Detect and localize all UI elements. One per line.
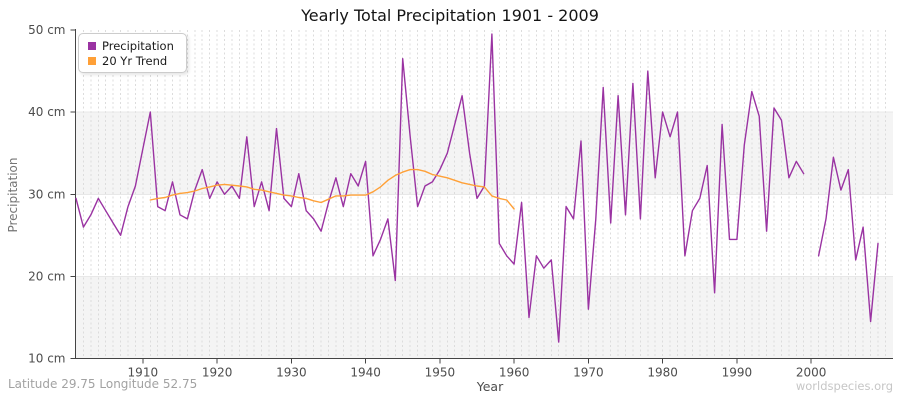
precipitation-swatch-icon xyxy=(88,41,96,50)
legend-item-precipitation[interactable]: Precipitation xyxy=(88,38,174,53)
legend-item-trend[interactable]: 20 Yr Trend xyxy=(88,53,174,68)
coordinates-label: Latitude 29.75 Longitude 52.75 xyxy=(8,377,198,391)
x-tick-label: 1920 xyxy=(202,366,233,380)
legend-label: 20 Yr Trend xyxy=(102,53,168,68)
y-tick-label: 50 cm xyxy=(28,23,65,37)
x-tick-label: 1910 xyxy=(128,366,159,380)
y-tick-label: 40 cm xyxy=(28,105,65,119)
x-tick-label: 1990 xyxy=(722,366,753,380)
trend-line xyxy=(149,168,515,210)
y-axis-title: Precipitation xyxy=(6,157,20,233)
precipitation-line xyxy=(75,33,879,343)
trend-swatch-icon xyxy=(88,56,96,65)
x-tick-label: 1970 xyxy=(573,366,604,380)
x-tick-label: 1930 xyxy=(276,366,307,380)
x-tick-label: 1960 xyxy=(499,366,530,380)
x-tick-label: 2000 xyxy=(796,366,827,380)
y-tick-label: 20 cm xyxy=(28,269,65,283)
x-axis-title: Year xyxy=(476,379,504,394)
watermark: worldspecies.org xyxy=(795,379,893,393)
legend: Precipitation 20 Yr Trend xyxy=(78,33,187,73)
vertical-gridlines xyxy=(82,30,886,359)
x-tick-label: 1980 xyxy=(647,366,678,380)
legend-label: Precipitation xyxy=(102,38,174,53)
x-tick-label: 1950 xyxy=(425,366,456,380)
x-tick-labels: 1910 1920 1930 1940 1950 1960 1970 1980 1990 2000 xyxy=(128,358,827,380)
chart-title: Yearly Total Precipitation 1901 - 2009 xyxy=(301,6,599,25)
plot-bands xyxy=(75,112,893,359)
y-tick-labels: 50 cm 40 cm 30 cm 20 cm 10 cm xyxy=(28,23,76,366)
y-tick-label: 10 cm xyxy=(28,352,65,366)
x-tick-label: 1940 xyxy=(350,366,381,380)
y-tick-label: 30 cm xyxy=(28,187,65,201)
